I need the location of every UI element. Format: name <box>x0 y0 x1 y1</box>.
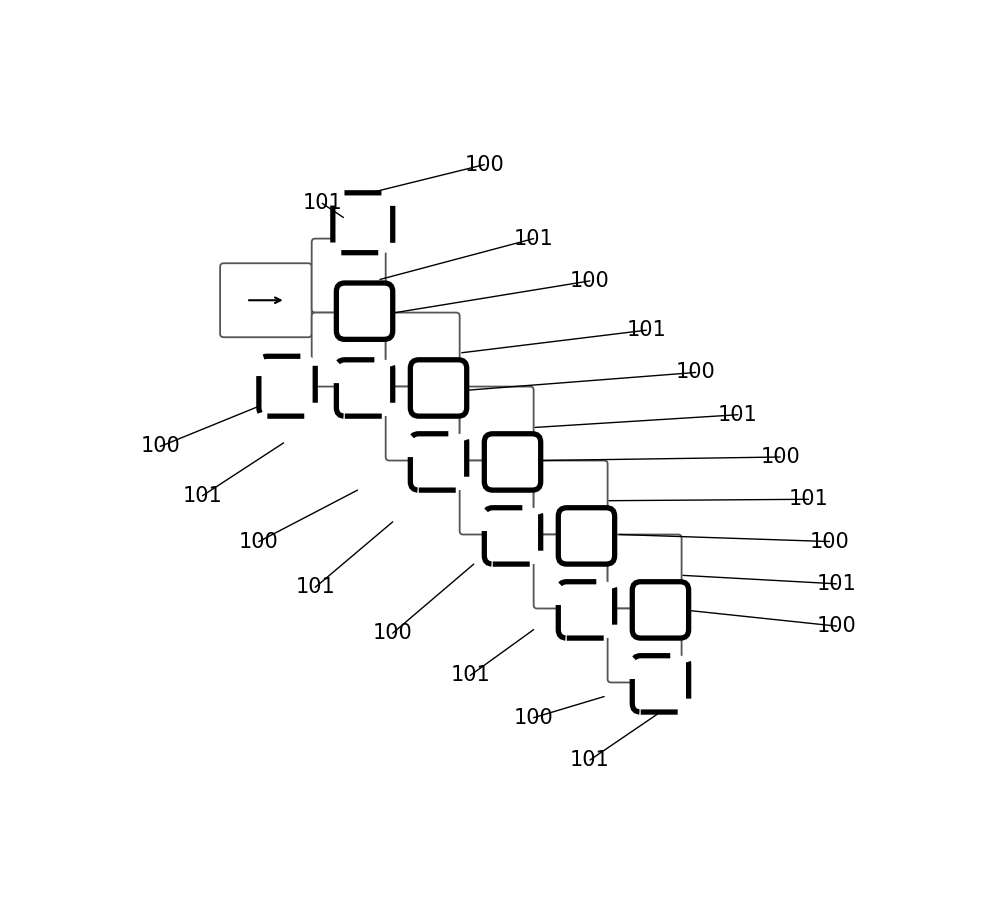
FancyBboxPatch shape <box>312 239 386 313</box>
FancyBboxPatch shape <box>534 534 608 609</box>
Text: 101: 101 <box>450 665 490 685</box>
Text: 100: 100 <box>373 623 413 643</box>
FancyBboxPatch shape <box>558 582 615 638</box>
FancyBboxPatch shape <box>460 386 534 461</box>
FancyBboxPatch shape <box>484 434 541 490</box>
FancyBboxPatch shape <box>558 507 615 564</box>
Text: 100: 100 <box>570 271 610 291</box>
Text: 100: 100 <box>464 154 504 174</box>
FancyBboxPatch shape <box>410 434 467 490</box>
Text: 101: 101 <box>718 405 758 425</box>
Text: 100: 100 <box>140 436 180 456</box>
FancyBboxPatch shape <box>336 360 393 416</box>
Text: 101: 101 <box>570 750 610 770</box>
Text: 101: 101 <box>626 321 666 340</box>
Text: 100: 100 <box>239 532 279 551</box>
FancyBboxPatch shape <box>336 283 393 339</box>
Text: 100: 100 <box>514 708 554 727</box>
FancyBboxPatch shape <box>333 193 393 252</box>
Text: 101: 101 <box>183 486 222 506</box>
Text: 100: 100 <box>817 616 856 636</box>
FancyBboxPatch shape <box>259 357 315 416</box>
FancyBboxPatch shape <box>460 461 534 534</box>
FancyBboxPatch shape <box>386 386 460 461</box>
Text: 100: 100 <box>676 363 716 383</box>
FancyBboxPatch shape <box>386 313 460 386</box>
FancyBboxPatch shape <box>312 313 386 386</box>
Text: 100: 100 <box>760 447 800 467</box>
FancyBboxPatch shape <box>608 609 682 682</box>
Text: 101: 101 <box>302 193 342 214</box>
Text: 101: 101 <box>789 489 828 509</box>
FancyBboxPatch shape <box>534 461 608 534</box>
FancyBboxPatch shape <box>632 656 689 712</box>
FancyBboxPatch shape <box>410 360 467 416</box>
FancyBboxPatch shape <box>484 507 541 564</box>
Text: 100: 100 <box>810 532 849 551</box>
Text: 101: 101 <box>514 229 554 249</box>
Text: 101: 101 <box>295 577 335 597</box>
FancyBboxPatch shape <box>608 534 682 609</box>
Text: 101: 101 <box>817 574 856 594</box>
FancyBboxPatch shape <box>632 582 689 638</box>
FancyBboxPatch shape <box>220 263 312 338</box>
